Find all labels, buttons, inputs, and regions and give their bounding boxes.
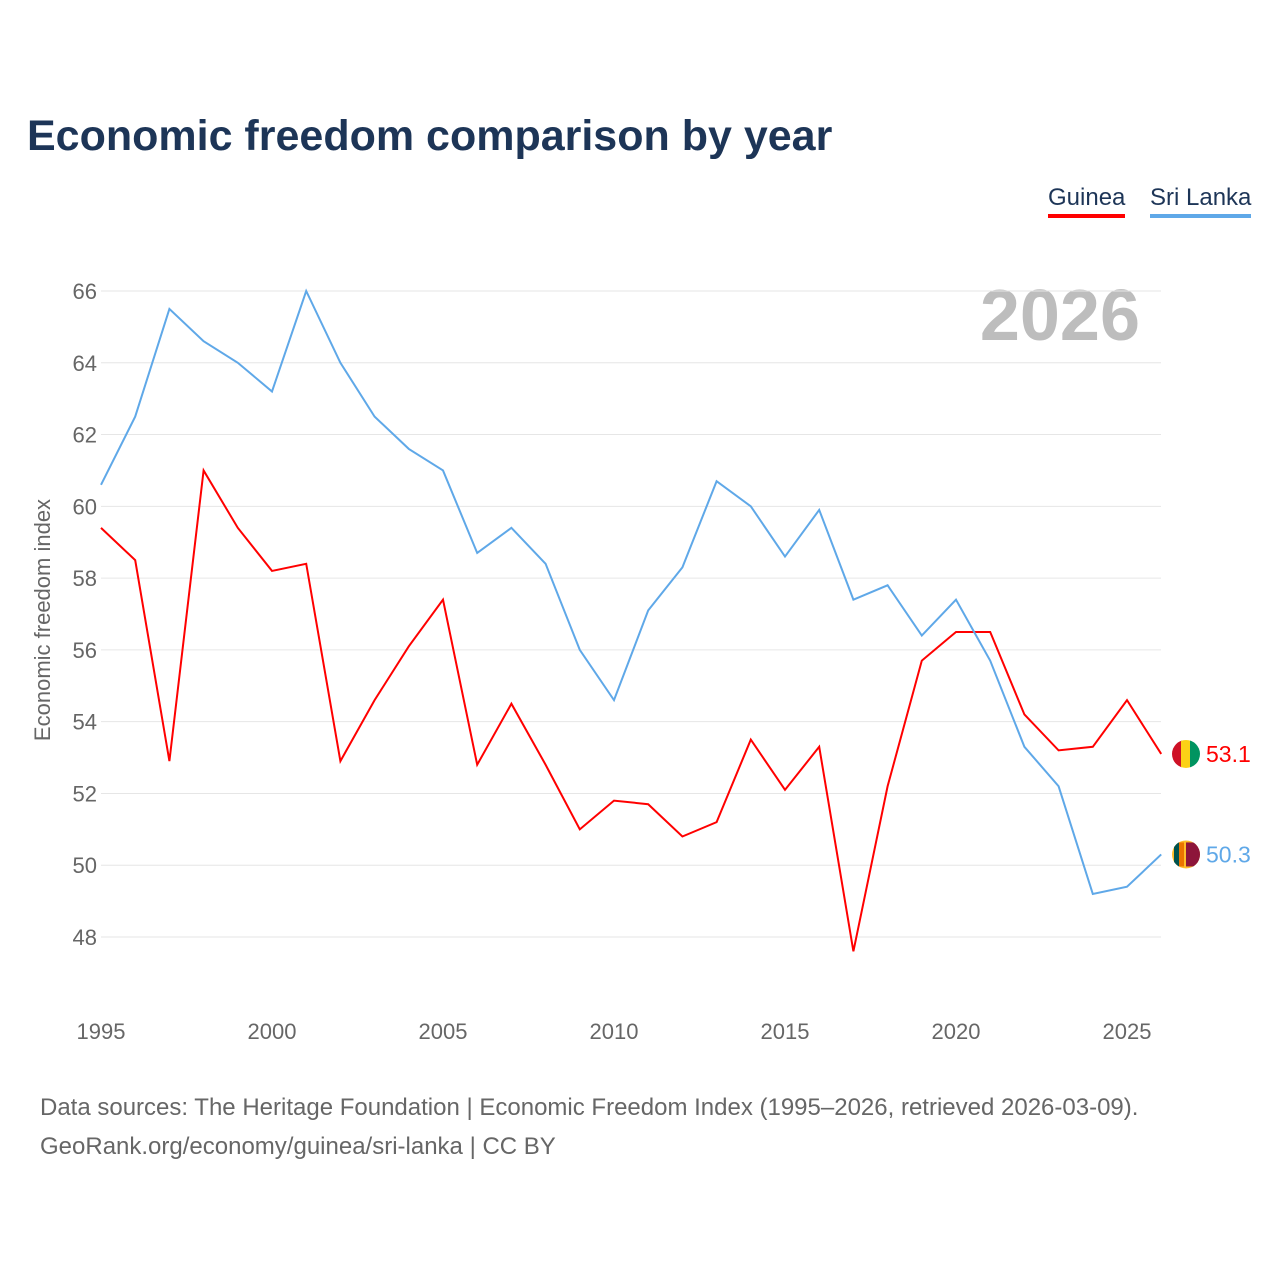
guinea-flag-icon [1172,739,1200,768]
x-tick-label: 2000 [248,1019,297,1044]
y-tick-label: 48 [73,925,97,950]
end-value-label: 50.3 [1206,841,1251,867]
x-tick-label: 2020 [932,1019,981,1044]
flag-stripe [1181,739,1191,768]
chart-title: Economic freedom comparison by year [27,112,833,160]
plot-area: 2026 Economic freedom index 48 50 52 54 56 58… [30,276,1251,1044]
y-tick-label: 66 [73,279,97,304]
series-line-guinea [100,467,1163,952]
flag-stripe [1172,739,1182,768]
year-badge: 2026 [980,276,1140,356]
y-tick-label: 62 [73,423,97,448]
legend-guinea[interactable]: Guinea [1048,184,1126,218]
y-tick-label: 60 [73,494,97,519]
y-tick-label: 58 [73,566,97,591]
x-tick-label: 1995 [77,1019,126,1044]
flag-body [1172,739,1200,768]
legend-sri-lanka[interactable]: Sri Lanka [1150,184,1252,218]
flag-stripe [1179,842,1184,867]
sri-lanka-flag-icon [1172,840,1200,869]
source-note: Data sources: The Heritage Foundation | … [40,1088,1138,1166]
y-tick-label: 64 [73,351,97,376]
y-axis-label: Economic freedom index [30,499,55,741]
flag-stripe [1174,842,1179,867]
end-value-label: 53.1 [1206,741,1251,767]
x-tick-label: 2015 [761,1019,810,1044]
source-line-1: Data sources: The Heritage Foundation | … [40,1094,1139,1121]
flag-stripe [1190,739,1200,768]
x-tick-label: 2025 [1103,1019,1152,1044]
series-line-sri-lanka [100,288,1162,896]
x-tick-label: 2005 [419,1019,468,1044]
source-line-2[interactable]: GeoRank.org/economy/guinea/sri-lanka | C… [40,1133,556,1160]
y-tick-label: 50 [73,853,97,878]
x-tick-label: 2010 [590,1019,639,1044]
flag-stripe [1186,842,1200,867]
flag-body [1172,840,1200,869]
y-tick-label: 52 [73,781,97,806]
y-tick-label: 54 [73,710,97,735]
y-tick-label: 56 [73,638,97,663]
